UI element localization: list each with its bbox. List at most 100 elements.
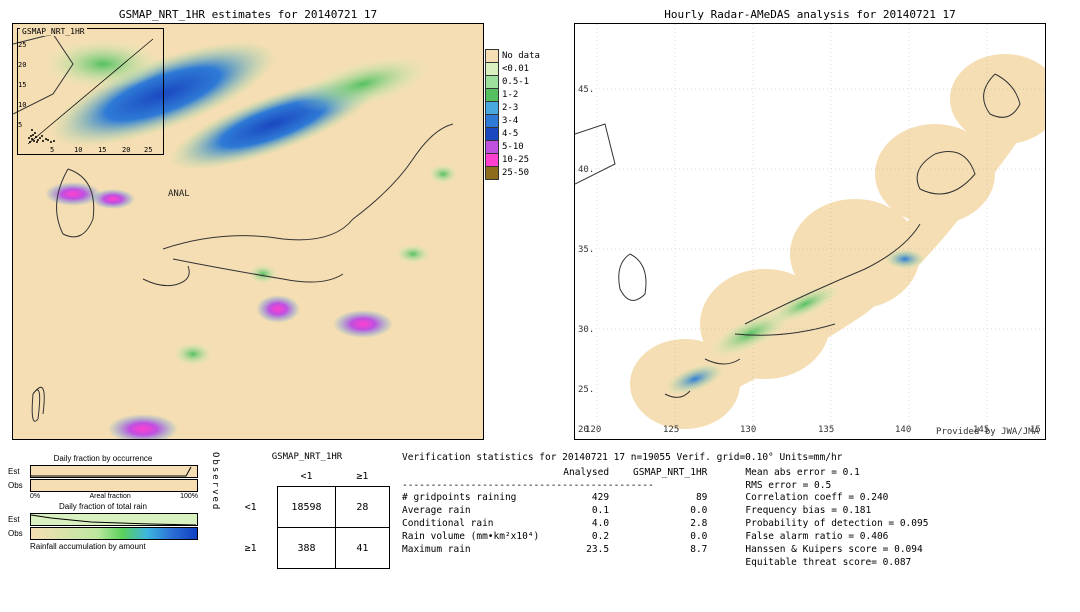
legend-swatch: [485, 49, 499, 63]
legend-label: 10-25: [502, 155, 529, 165]
stats-header: Verification statistics for 20140721 17 …: [402, 452, 1072, 465]
legend-label: 4-5: [502, 129, 518, 139]
svg-text:15: 15: [98, 146, 106, 154]
stats-metric: Probability of detection = 0.095: [745, 518, 928, 531]
est-label-1: Est: [8, 467, 30, 476]
svg-text:25: 25: [18, 41, 26, 49]
legend-row: 25-50: [485, 166, 541, 179]
svg-text:35.: 35.: [578, 245, 594, 255]
svg-text:20: 20: [18, 61, 26, 69]
stats-right-block: Mean abs error = 0.1RMS error = 0.5Corre…: [745, 467, 928, 570]
right-map-title: Hourly Radar-AMeDAS analysis for 2014072…: [574, 8, 1046, 21]
legend-label: No data: [502, 51, 540, 61]
right-map-svg: 120125130 135140145 15 45.40.35. 30.25.2…: [575, 24, 1045, 439]
legend-label: 1-2: [502, 90, 518, 100]
contingency-table: <1 ≥1 <1 18598 28 ≥1 388 41: [224, 466, 390, 569]
svg-text:30.: 30.: [578, 325, 594, 335]
stats-row: Maximum rain23.58.7: [402, 544, 715, 557]
legend-swatch: [485, 62, 499, 76]
bottom-row: Daily fraction by occurrence Est Obs 0% …: [8, 452, 1072, 569]
legend-label: 5-10: [502, 142, 524, 152]
axis-0: 0%: [30, 493, 40, 500]
est-occ-bar: [30, 465, 198, 478]
legend-swatch: [485, 75, 499, 89]
ct-r2c2: 41: [335, 528, 389, 569]
legend-row: 3-4: [485, 114, 541, 127]
svg-text:5: 5: [18, 121, 22, 129]
legend-label: 0.5-1: [502, 77, 529, 87]
stats-metric: Correlation coeff = 0.240: [745, 492, 928, 505]
stats-row-b: 2.8: [617, 518, 715, 531]
inset-scatter-box: GSMAP_NRT_1HR 510 152025 510 152025: [17, 28, 164, 155]
ct-col-ge: ≥1: [335, 466, 389, 487]
axis-100: 100%: [180, 493, 198, 500]
legend-swatch: [485, 101, 499, 115]
color-legend: No data <0.01 0.5-1 1-22-3 3-4 4-5 5-10 10-25 25…: [485, 49, 541, 179]
stats-row-label: Conditional rain: [402, 518, 547, 531]
ct-col-lt: <1: [278, 466, 336, 487]
ct-row-ge: ≥1: [224, 528, 278, 569]
legend-swatch: [485, 114, 499, 128]
right-map-panel: 120125130 135140145 15 45.40.35. 30.25.2…: [574, 23, 1046, 440]
stats-row-b: 8.7: [617, 544, 715, 557]
legend-row: No data: [485, 49, 541, 62]
stats-row-label: Rain volume (mm•km²x10⁴): [402, 531, 547, 544]
legend-swatch: [485, 166, 499, 180]
obs-occ-bar: [30, 479, 198, 492]
svg-text:10: 10: [18, 101, 26, 109]
top-row: GSMAP_NRT_1HR estimates for 20140721 17: [8, 8, 1072, 440]
stats-metric: Hanssen & Kuipers score = 0.094: [745, 544, 928, 557]
tot-title: Daily fraction of total rain: [8, 502, 198, 511]
stats-row: Average rain0.10.0: [402, 505, 715, 518]
legend-row: 0.5-1: [485, 75, 541, 88]
anal-label: ANAL: [168, 189, 190, 199]
svg-text:25: 25: [144, 146, 152, 154]
stats-row: # gridpoints raining42989: [402, 492, 715, 505]
left-map-panel: GSMAP_NRT_1HR 510 152025 510 152025: [12, 23, 484, 440]
stats-row-a: 4.0: [547, 518, 617, 531]
stats-metric: Frequency bias = 0.181: [745, 505, 928, 518]
inset-title: GSMAP_NRT_1HR: [20, 27, 87, 36]
svg-text:5: 5: [50, 146, 54, 154]
svg-text:140: 140: [895, 425, 911, 435]
inset-scatter-svg: 510 152025 510 152025: [18, 29, 163, 154]
stats-metric: False alarm ratio = 0.406: [745, 531, 928, 544]
stats-row-b: 0.0: [617, 505, 715, 518]
legend-label: <0.01: [502, 64, 529, 74]
svg-text:40.: 40.: [578, 165, 594, 175]
stats-row-a: 429: [547, 492, 617, 505]
axis-mid: Areal fraction: [89, 493, 130, 500]
stats-panel: Verification statistics for 20140721 17 …: [402, 452, 1072, 569]
svg-text:135: 135: [818, 425, 834, 435]
right-map-group: Hourly Radar-AMeDAS analysis for 2014072…: [574, 8, 1046, 440]
legend-label: 3-4: [502, 116, 518, 126]
stats-row-b: 89: [617, 492, 715, 505]
stats-metric: Mean abs error = 0.1: [745, 467, 928, 480]
svg-text:20: 20: [578, 425, 589, 435]
svg-text:125: 125: [663, 425, 679, 435]
legend-row: 2-3: [485, 101, 541, 114]
left-map-group: GSMAP_NRT_1HR estimates for 20140721 17: [12, 8, 484, 440]
fraction-panel: Daily fraction by occurrence Est Obs 0% …: [8, 452, 198, 569]
obs-label-1: Obs: [8, 481, 30, 490]
ct-r1c1: 18598: [278, 487, 336, 528]
ct-row-lt: <1: [224, 487, 278, 528]
ct-r2c1: 388: [278, 528, 336, 569]
svg-text:20: 20: [122, 146, 130, 154]
legend-row: 1-2: [485, 88, 541, 101]
legend-label: 25-50: [502, 168, 529, 178]
legend-swatch: [485, 88, 499, 102]
legend-swatch: [485, 140, 499, 154]
stats-row-label: Average rain: [402, 505, 547, 518]
legend-row: 4-5: [485, 127, 541, 140]
ct-r1c2: 28: [335, 487, 389, 528]
stats-left-block: Analysed GSMAP_NRT_1HR -----------------…: [402, 467, 715, 570]
svg-text:45.: 45.: [578, 85, 594, 95]
stats-row: Conditional rain4.02.8: [402, 518, 715, 531]
est-tot-bar: [30, 513, 198, 526]
stats-row-a: 0.2: [547, 531, 617, 544]
legend-row: 5-10: [485, 140, 541, 153]
ct-side-label: Observed: [210, 452, 224, 569]
stats-metric: RMS error = 0.5: [745, 480, 928, 493]
stats-row-a: 23.5: [547, 544, 617, 557]
